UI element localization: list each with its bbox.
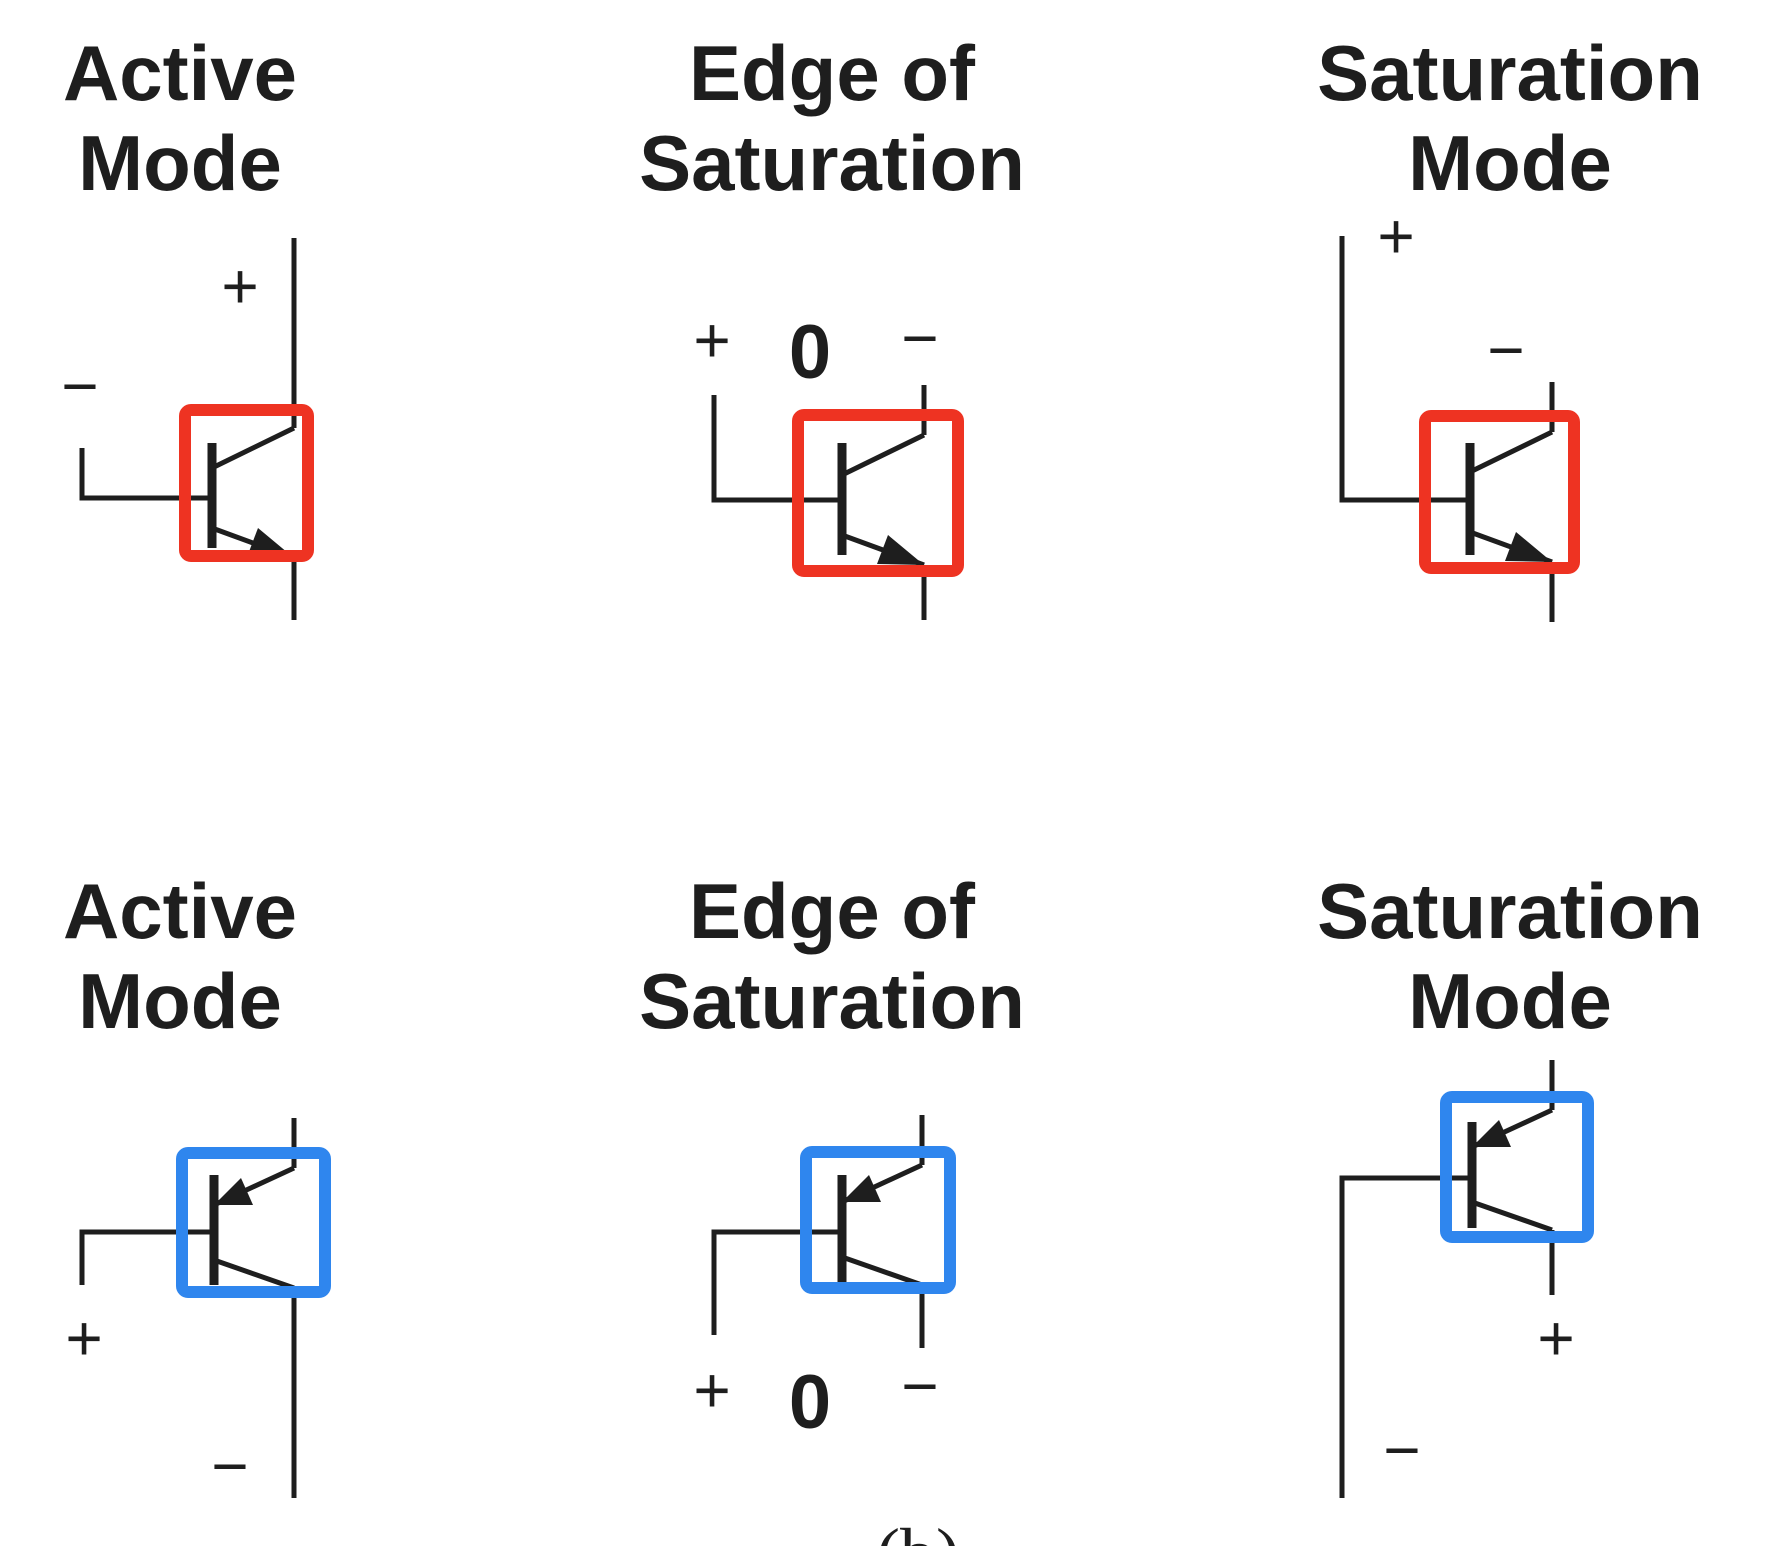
pnp-edge-panel: Edge of Saturation + 0 − <box>639 867 1025 1445</box>
npn-edge-title-line2: Saturation <box>639 119 1025 207</box>
npn-edge-title-line1: Edge of <box>689 29 976 117</box>
npn-transistor-symbol <box>711 385 927 620</box>
base-plus-sign: + <box>693 1354 730 1426</box>
collector-minus-sign: − <box>901 302 938 374</box>
collector-plus-sign: + <box>221 250 258 322</box>
pnp-active-title-line1: Active <box>63 867 297 955</box>
npn-saturation-title-line2: Mode <box>1408 119 1612 207</box>
zero-volt-label: 0 <box>789 310 831 395</box>
npn-saturation-title-line1: Saturation <box>1317 29 1703 117</box>
base-plus-sign: + <box>1377 200 1414 272</box>
base-minus-sign: − <box>1383 1414 1420 1486</box>
npn-active-title-line2: Mode <box>78 119 282 207</box>
pnp-transistor-symbol <box>1339 1060 1555 1498</box>
npn-transistor-symbol <box>79 238 297 620</box>
base-plus-sign: + <box>693 304 730 376</box>
pnp-highlight-box <box>800 1146 956 1294</box>
pnp-edge-title-line1: Edge of <box>689 867 976 955</box>
base-minus-sign: − <box>61 350 98 422</box>
pnp-highlight-box <box>176 1147 331 1298</box>
pnp-edge-title-line2: Saturation <box>639 957 1025 1045</box>
pnp-highlight-box <box>1440 1091 1594 1243</box>
npn-highlight-box <box>1419 410 1580 574</box>
pnp-saturation-panel: Saturation Mode + − <box>1317 867 1703 1498</box>
npn-active-panel: Active Mode + − <box>61 29 314 620</box>
npn-active-title-line1: Active <box>63 29 297 117</box>
npn-edge-panel: Edge of Saturation + 0 − <box>639 29 1025 620</box>
zero-volt-label: 0 <box>789 1360 831 1445</box>
collector-minus-sign: − <box>211 1430 248 1502</box>
npn-highlight-box <box>792 409 964 577</box>
pnp-active-panel: Active Mode + − <box>63 867 331 1502</box>
pnp-saturation-title-line2: Mode <box>1408 957 1612 1045</box>
figure-caption: (b) <box>876 1514 960 1546</box>
pnp-active-title-line2: Mode <box>78 957 282 1045</box>
pnp-transistor-symbol <box>79 1118 297 1498</box>
npn-saturation-panel: Saturation Mode + − <box>1317 29 1703 622</box>
pnp-saturation-title-line1: Saturation <box>1317 867 1703 955</box>
emitter-plus-sign: + <box>1537 1302 1574 1374</box>
pnp-transistor-symbol <box>711 1115 925 1348</box>
base-plus-sign: + <box>65 1302 102 1374</box>
collector-minus-sign: − <box>901 1350 938 1422</box>
collector-minus-sign: − <box>1487 314 1524 386</box>
npn-highlight-box <box>179 404 314 562</box>
